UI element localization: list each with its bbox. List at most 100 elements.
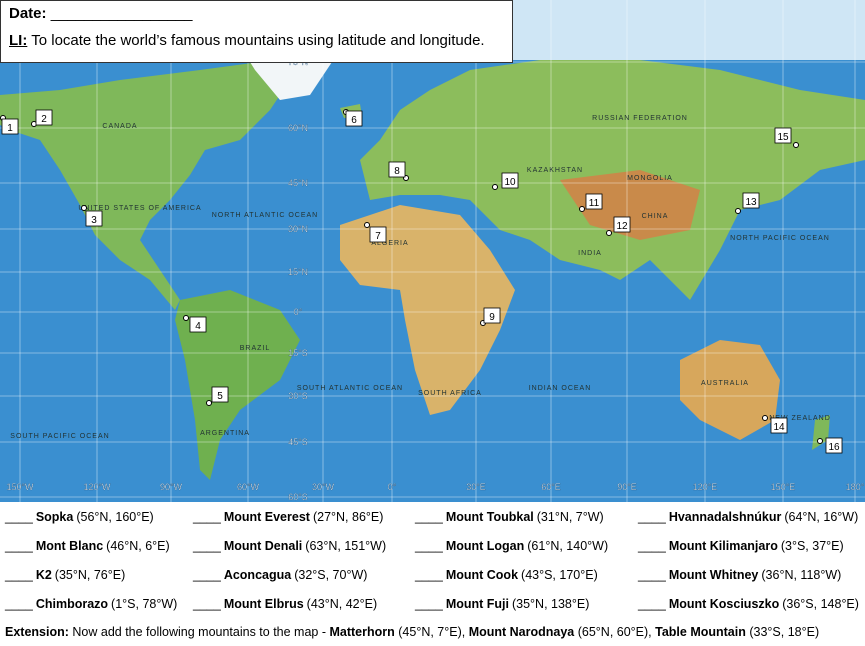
longitude-label: 150°E bbox=[771, 482, 796, 492]
marker-box bbox=[483, 307, 501, 324]
mountain-item: ____ Chimborazo (1°S, 78°W) bbox=[5, 597, 177, 611]
extension-intro: Now add the following mountains to the m… bbox=[72, 625, 330, 639]
marker-number: 10 bbox=[504, 177, 516, 188]
marker-box bbox=[585, 193, 603, 210]
mountain-coords: (36°S, 148°E) bbox=[782, 597, 859, 611]
longitude-label: 90°E bbox=[617, 482, 637, 492]
marker-box bbox=[1, 118, 19, 135]
mountain-coords: (43°N, 42°E) bbox=[306, 597, 378, 611]
mountain-name: Mount Kosciuszko bbox=[668, 597, 780, 611]
mountain-item: ____ Mount Kosciuszko (36°S, 148°E) bbox=[638, 597, 859, 611]
mountain-name: Sopka bbox=[35, 510, 74, 524]
marker-box bbox=[825, 437, 843, 454]
mountain-coords: (61°N, 140°W) bbox=[527, 539, 609, 553]
longitude-label: 90°W bbox=[160, 482, 183, 492]
region-label: AUSTRALIA bbox=[701, 380, 749, 387]
mountain-dot bbox=[793, 142, 799, 148]
answer-blank: ____ bbox=[415, 597, 443, 611]
region-label: CANADA bbox=[102, 123, 137, 130]
mountain-item: ____ Mount Logan (61°N, 140°W) bbox=[415, 539, 608, 553]
answer-blank: ____ bbox=[193, 539, 221, 553]
mountain-item: ____ Aconcagua (32°S, 70°W) bbox=[193, 568, 367, 582]
mountain-coords: (63°N, 151°W) bbox=[305, 539, 387, 553]
answer-blank: ____ bbox=[638, 510, 666, 524]
mountain-coords: (3°S, 37°E) bbox=[780, 539, 844, 553]
region-label: MONGOLIA bbox=[627, 175, 673, 182]
south-america bbox=[175, 290, 300, 480]
mountain-name: Mount Everest bbox=[223, 510, 310, 524]
marker-number: 6 bbox=[351, 115, 357, 126]
mountain-dot bbox=[81, 205, 87, 211]
mountain-coords: (31°N, 7°W) bbox=[536, 510, 604, 524]
marker-number: 1 bbox=[7, 123, 13, 134]
longitude-label: 60°E bbox=[541, 482, 561, 492]
date-label: Date: bbox=[9, 5, 47, 22]
mountain-name: Mount Elbrus bbox=[223, 597, 304, 611]
new-zealand bbox=[812, 415, 830, 450]
marker-number: 14 bbox=[773, 422, 785, 433]
extension-coords: (65°N, 60°E), bbox=[577, 625, 656, 639]
answer-blank: ____ bbox=[638, 597, 666, 611]
mountain-dot bbox=[183, 315, 189, 321]
mountain-item: ____ Mount Denali (63°N, 151°W) bbox=[193, 539, 386, 553]
longitude-label: 120°W bbox=[83, 482, 111, 492]
answer-blank: ____ bbox=[193, 510, 221, 524]
longitude-label: 180° bbox=[846, 482, 865, 492]
region-label: NEW ZEALAND bbox=[769, 415, 831, 422]
mountain-dot bbox=[817, 438, 823, 444]
answer-blank: ____ bbox=[5, 510, 33, 524]
mountain-coords: (32°S, 70°W) bbox=[294, 568, 368, 582]
mountain-name: Chimborazo bbox=[35, 597, 109, 611]
region-label: SOUTH AFRICA bbox=[418, 390, 482, 397]
mountain-item: ____ Sopka (56°N, 160°E) bbox=[5, 510, 154, 524]
mountain-dot bbox=[206, 400, 212, 406]
region-label: NORTH ATLANTIC OCEAN bbox=[212, 212, 318, 219]
mountain-name: Mont Blanc bbox=[35, 539, 104, 553]
mountain-dot bbox=[579, 206, 585, 212]
answer-blank: ____ bbox=[5, 597, 33, 611]
mountain-name: Mount Toubkal bbox=[445, 510, 534, 524]
mountain-coords: (27°N, 86°E) bbox=[312, 510, 384, 524]
mountain-dot bbox=[606, 230, 612, 236]
marker-number: 3 bbox=[91, 215, 97, 226]
region-label: NORTH PACIFIC OCEAN bbox=[730, 235, 830, 242]
latitude-label: 15°S bbox=[288, 348, 308, 358]
marker-number: 2 bbox=[41, 114, 47, 125]
marker-box bbox=[388, 161, 406, 178]
mountain-name: Mount Denali bbox=[223, 539, 303, 553]
extension-mountain: Matterhorn bbox=[329, 625, 395, 639]
mountain-name: Mount Fuji bbox=[445, 597, 509, 611]
marker-box bbox=[211, 386, 229, 403]
region-label: ARGENTINA bbox=[200, 430, 250, 437]
marker-box bbox=[369, 226, 387, 243]
mountain-item: ____ Mount Toubkal (31°N, 7°W) bbox=[415, 510, 604, 524]
mountain-name: Mount Kilimanjaro bbox=[668, 539, 778, 553]
extension-label: Extension: bbox=[5, 625, 69, 639]
region-label: UNITED STATES OF AMERICA bbox=[78, 205, 201, 212]
mountain-dot bbox=[762, 415, 768, 421]
region-label: ALGERIA bbox=[371, 240, 408, 247]
marker-box bbox=[774, 127, 792, 144]
mountain-name: Mount Cook bbox=[445, 568, 519, 582]
marker-number: 12 bbox=[616, 221, 628, 232]
region-label: INDIA bbox=[578, 250, 602, 257]
mountain-item: ____ Mount Kilimanjaro (3°S, 37°E) bbox=[638, 539, 844, 553]
answer-blank: ____ bbox=[193, 568, 221, 582]
mountain-dot bbox=[735, 208, 741, 214]
mountain-coords: (43°S, 170°E) bbox=[521, 568, 598, 582]
extension-coords: (33°S, 18°E) bbox=[749, 625, 820, 639]
li-text: To locate the world’s famous mountains u… bbox=[31, 32, 485, 49]
longitude-label: 30°W bbox=[312, 482, 335, 492]
mountain-name: K2 bbox=[35, 568, 52, 582]
latitude-label: 0° bbox=[294, 307, 303, 317]
marker-box bbox=[85, 210, 103, 227]
header-box: Date: _________________ LI: To locate th… bbox=[0, 0, 513, 63]
mountain-name: Aconcagua bbox=[223, 568, 292, 582]
latitude-label: 15°N bbox=[288, 267, 308, 277]
latitude-label: 60°S bbox=[288, 492, 308, 502]
latitude-label: 45°N bbox=[288, 178, 308, 188]
marker-number: 7 bbox=[375, 231, 381, 242]
region-label: INDIAN OCEAN bbox=[529, 385, 592, 392]
marker-number: 4 bbox=[195, 321, 201, 332]
